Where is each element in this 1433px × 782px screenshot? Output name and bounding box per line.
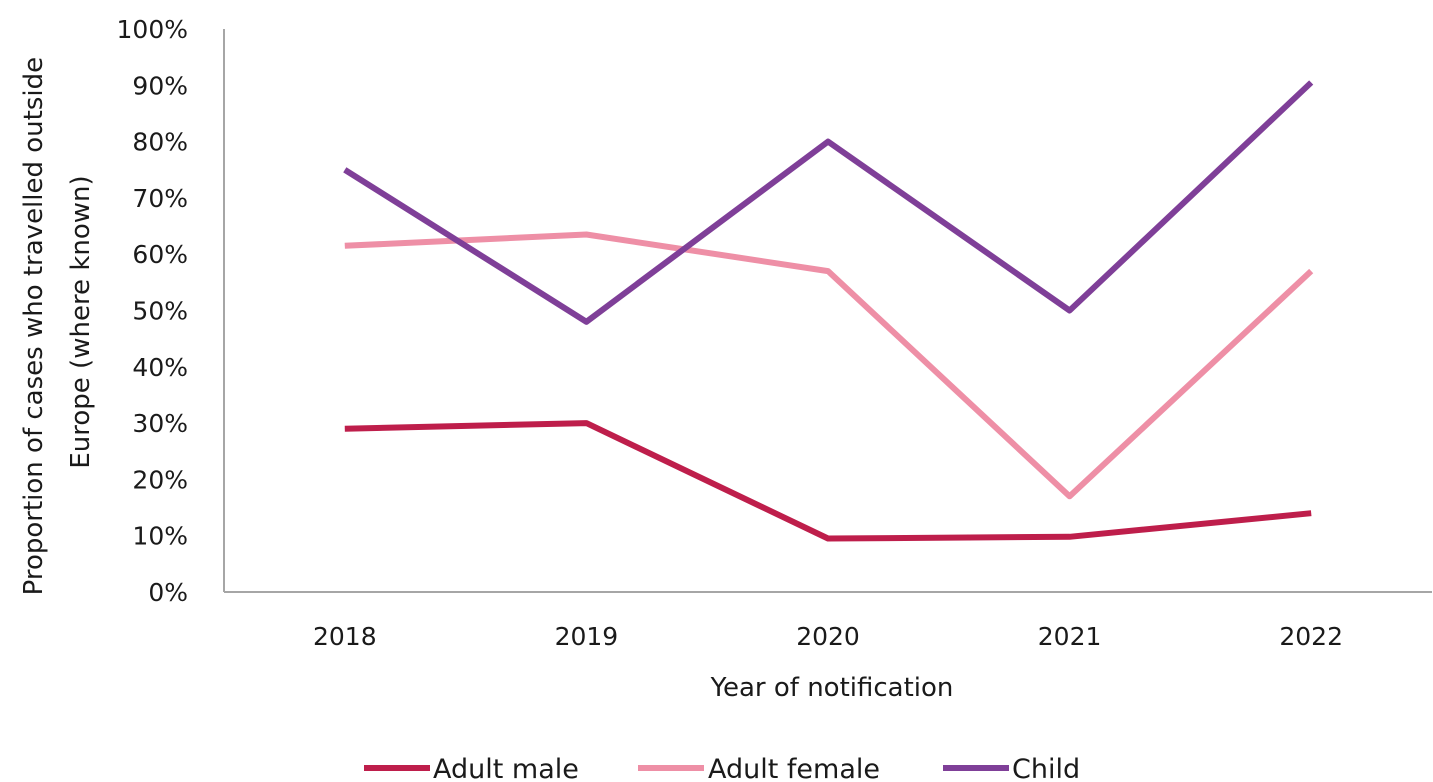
legend-label-adult-female: Adult female — [708, 754, 880, 782]
y-axis-title-line-2: Europe (where known) — [66, 175, 96, 468]
y-axis-title: Proportion of cases who travelled outsid… — [19, 49, 96, 596]
y-axis-title-line-1: Proportion of cases who travelled outsid… — [19, 57, 49, 596]
y-tick-label: 0% — [148, 578, 188, 607]
series-line-child — [343, 80, 1314, 325]
y-tick-label: 30% — [132, 409, 188, 438]
series-line-adult-female — [344, 231, 1314, 500]
y-tick-label: 60% — [132, 240, 188, 269]
y-tick-label: 80% — [132, 128, 188, 157]
x-tick-label: 2020 — [796, 622, 860, 651]
y-tick-label: 10% — [132, 522, 188, 551]
x-axis-ticks: 2018 2019 2020 2021 2022 — [313, 622, 1343, 651]
legend: Adult male Adult female Child — [364, 754, 1080, 782]
x-tick-label: 2021 — [1038, 622, 1102, 651]
y-tick-label: 70% — [132, 184, 188, 213]
y-tick-label: 40% — [132, 353, 188, 382]
x-tick-label: 2018 — [313, 622, 377, 651]
y-tick-label: 50% — [132, 297, 188, 326]
x-tick-label: 2022 — [1279, 622, 1343, 651]
y-axis-ticks: 0% 10% 20% 30% 40% 50% 60% 70% 80% 90% 100% — [117, 15, 188, 607]
legend-label-child: Child — [1012, 754, 1080, 782]
x-axis-title: Year of notification — [710, 673, 954, 703]
x-tick-label: 2019 — [555, 622, 619, 651]
y-tick-label: 100% — [117, 15, 188, 44]
y-tick-label: 20% — [132, 465, 188, 494]
legend-label-adult-male: Adult male — [433, 754, 579, 782]
series-line-adult-male — [344, 420, 1312, 542]
series-layer — [343, 80, 1314, 542]
y-tick-label: 90% — [132, 71, 188, 100]
